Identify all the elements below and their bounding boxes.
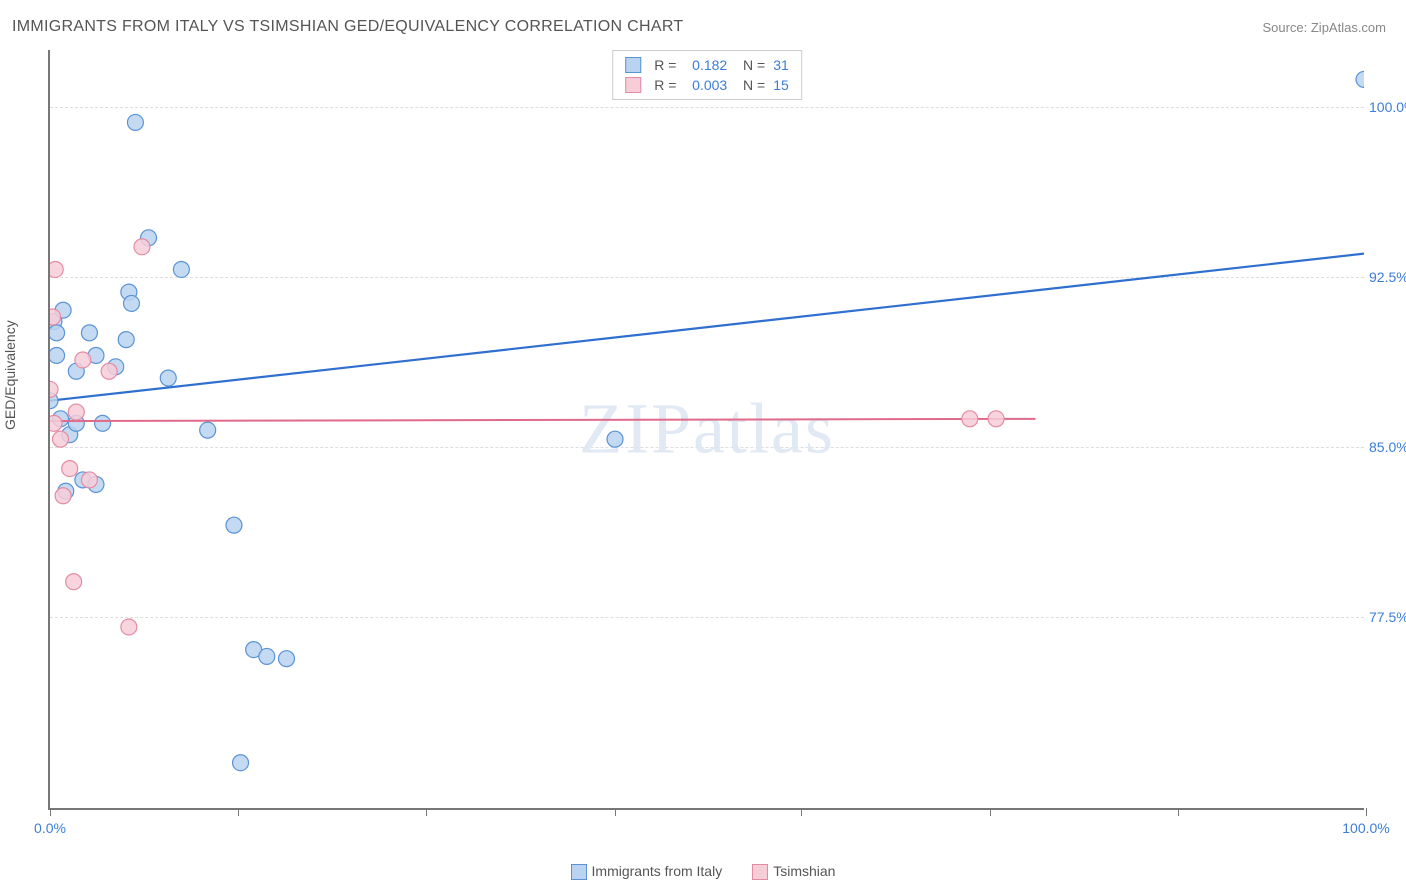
data-point — [988, 411, 1004, 427]
data-point — [101, 363, 117, 379]
legend-swatch — [625, 77, 641, 93]
series-legend: Immigrants from Italy Tsimshian — [0, 863, 1406, 880]
data-point — [134, 239, 150, 255]
x-tick — [238, 808, 239, 816]
data-point — [121, 619, 137, 635]
x-axis-label: 0.0% — [34, 820, 66, 836]
data-point — [607, 431, 623, 447]
legend-swatch — [571, 864, 587, 880]
data-point — [55, 488, 71, 504]
x-tick — [426, 808, 427, 816]
y-tick-label: 92.5% — [1369, 269, 1406, 285]
data-point — [53, 431, 69, 447]
data-point — [62, 461, 78, 477]
n-label: N = — [735, 77, 765, 93]
data-point — [118, 332, 134, 348]
x-tick — [615, 808, 616, 816]
x-tick — [1366, 808, 1367, 816]
trendline — [50, 419, 1036, 421]
legend-item: Tsimshian — [752, 863, 835, 880]
x-axis-label: 100.0% — [1342, 820, 1389, 836]
y-tick-label: 77.5% — [1369, 609, 1406, 625]
n-value: 15 — [773, 77, 789, 93]
r-value: 0.003 — [684, 77, 727, 93]
x-tick — [1178, 808, 1179, 816]
r-value: 0.182 — [684, 57, 727, 73]
trendline — [50, 254, 1364, 401]
chart-container: IMMIGRANTS FROM ITALY VS TSIMSHIAN GED/E… — [0, 0, 1406, 892]
data-point — [160, 370, 176, 386]
legend-swatch — [625, 57, 641, 73]
legend-swatch — [752, 864, 768, 880]
data-point — [200, 422, 216, 438]
data-point — [259, 648, 275, 664]
legend-label: Tsimshian — [773, 863, 835, 879]
data-point — [50, 325, 65, 341]
legend-label: Immigrants from Italy — [592, 863, 723, 879]
n-label: N = — [735, 57, 765, 73]
data-point — [81, 325, 97, 341]
data-point — [1356, 71, 1364, 87]
data-point — [279, 651, 295, 667]
data-point — [75, 352, 91, 368]
legend-row: R = 0.182 N = 31 — [625, 55, 789, 75]
data-point — [173, 262, 189, 278]
legend-item: Immigrants from Italy — [571, 863, 723, 880]
data-point — [123, 295, 139, 311]
data-point — [226, 517, 242, 533]
data-point — [68, 404, 84, 420]
data-point — [127, 114, 143, 130]
correlation-legend: R = 0.182 N = 31 R = 0.003 N = 15 — [612, 50, 802, 100]
data-point — [81, 472, 97, 488]
x-tick — [801, 808, 802, 816]
plot-area: ZIPatlas R = 0.182 N =31R = 0.003 N =15 … — [48, 50, 1364, 810]
data-point — [66, 574, 82, 590]
source-label: Source: ZipAtlas.com — [1262, 20, 1386, 35]
data-point — [95, 415, 111, 431]
x-tick — [990, 808, 991, 816]
data-point — [50, 262, 63, 278]
chart-svg — [50, 50, 1364, 808]
y-tick-label: 100.0% — [1369, 99, 1406, 115]
data-point — [50, 381, 58, 397]
data-point — [962, 411, 978, 427]
source-prefix: Source: — [1262, 20, 1310, 35]
n-value: 31 — [773, 57, 789, 73]
y-tick-label: 85.0% — [1369, 439, 1406, 455]
source-name: ZipAtlas.com — [1311, 20, 1386, 35]
data-point — [50, 309, 61, 325]
data-point — [50, 347, 65, 363]
r-label: R = — [654, 77, 676, 93]
chart-title: IMMIGRANTS FROM ITALY VS TSIMSHIAN GED/E… — [12, 18, 683, 36]
y-axis-label: GED/Equivalency — [2, 320, 18, 430]
data-point — [233, 755, 249, 771]
legend-row: R = 0.003 N = 15 — [625, 75, 789, 95]
data-point — [50, 415, 62, 431]
x-tick — [50, 808, 51, 816]
r-label: R = — [654, 57, 676, 73]
